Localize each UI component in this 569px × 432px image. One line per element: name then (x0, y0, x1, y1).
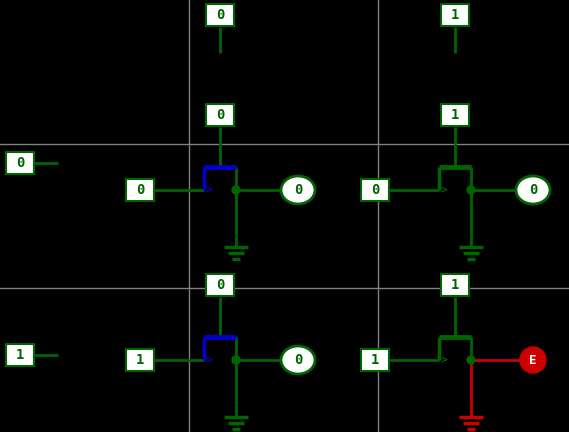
Text: 0: 0 (294, 183, 302, 197)
Text: >: > (206, 185, 213, 195)
Bar (126, 349, 154, 371)
Circle shape (467, 186, 475, 194)
Bar (6, 152, 34, 174)
Bar (206, 104, 234, 126)
Text: E: E (529, 353, 537, 366)
Circle shape (520, 347, 546, 373)
Text: 0: 0 (216, 108, 224, 122)
Bar (206, 4, 234, 26)
Bar (441, 104, 469, 126)
Text: 0: 0 (529, 183, 537, 197)
Text: >: > (206, 355, 213, 365)
Text: 0: 0 (371, 183, 379, 197)
Text: 0: 0 (136, 183, 144, 197)
Bar (361, 179, 389, 201)
Text: 1: 1 (16, 348, 24, 362)
Text: 1: 1 (451, 8, 459, 22)
Circle shape (232, 186, 240, 194)
Text: 0: 0 (216, 8, 224, 22)
Text: 1: 1 (451, 278, 459, 292)
Circle shape (467, 356, 475, 364)
Text: >: > (441, 185, 448, 195)
Ellipse shape (516, 176, 550, 204)
Text: 0: 0 (294, 353, 302, 367)
Bar (441, 4, 469, 26)
Ellipse shape (281, 346, 315, 374)
Text: >: > (441, 355, 448, 365)
Text: 1: 1 (451, 108, 459, 122)
Bar (126, 179, 154, 201)
Bar (441, 274, 469, 296)
Text: 0: 0 (16, 156, 24, 170)
Ellipse shape (281, 176, 315, 204)
Text: 1: 1 (371, 353, 379, 367)
Bar (361, 349, 389, 371)
Bar (206, 274, 234, 296)
Bar (6, 344, 34, 366)
Text: 0: 0 (216, 278, 224, 292)
Circle shape (232, 356, 240, 364)
Text: 1: 1 (136, 353, 144, 367)
